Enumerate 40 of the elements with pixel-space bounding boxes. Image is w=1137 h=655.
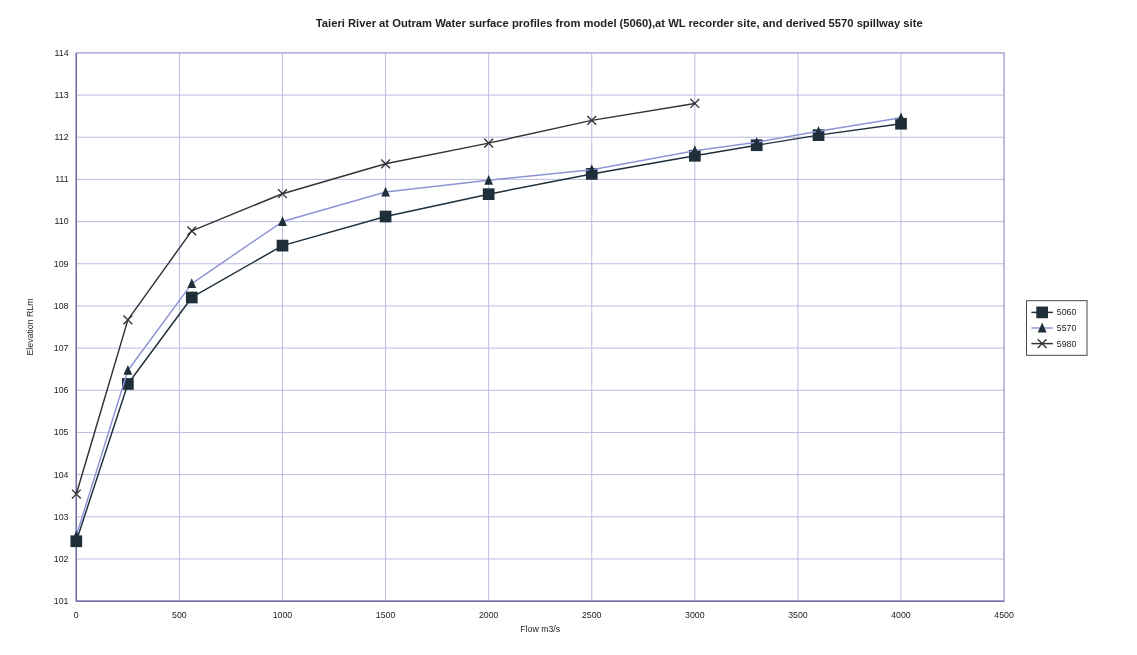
x-tick-label: 3000	[685, 609, 705, 620]
y-tick-label: 108	[53, 300, 69, 311]
y-tick-label: 103	[53, 511, 69, 522]
x-tick-label: 4000	[891, 609, 911, 620]
y-tick-label: 111	[55, 174, 69, 185]
x-tick-label: 1000	[272, 609, 293, 620]
x-tick-label: 2500	[581, 609, 602, 620]
x-tick-label: 2000	[478, 609, 499, 620]
y-tick-label: 106	[53, 385, 69, 396]
y-tick-label: 107	[53, 343, 69, 354]
legend-label: 5060	[1056, 307, 1077, 318]
legend-label: 5980	[1056, 338, 1077, 349]
y-tick-label: 105	[53, 427, 69, 438]
chart-title: Taieri River at Outram Water surface profiles from model (5060),at WL recorder site, and derived 5570 spillway site	[315, 17, 923, 30]
y-tick-label: 109	[53, 258, 69, 269]
point	[277, 188, 288, 199]
x-tick-label: 0	[73, 609, 79, 620]
x-axis-title: Flow m3/s	[520, 624, 561, 635]
x-tick-label: 3500	[788, 609, 808, 620]
legend-label: 5570	[1056, 322, 1077, 333]
point	[71, 488, 82, 500]
point	[483, 138, 494, 149]
y-tick-label: 113	[54, 89, 69, 100]
y-tick-label: 114	[54, 47, 69, 58]
y-tick-label: 102	[53, 553, 69, 564]
point	[689, 98, 700, 109]
point	[586, 115, 597, 126]
x-tick-label: 500	[172, 609, 187, 620]
y-tick-label: 101	[53, 596, 69, 607]
y-tick-label: 110	[54, 216, 69, 227]
y-axis-title: Elevation RLm	[25, 298, 36, 356]
point	[185, 291, 198, 304]
point	[482, 188, 495, 201]
y-tick-label: 104	[53, 469, 69, 480]
point	[380, 158, 391, 169]
x-tick-label: 1500	[375, 609, 396, 620]
x-tick-label: 4500	[994, 609, 1014, 620]
point	[122, 314, 133, 325]
point	[186, 225, 197, 236]
y-tick-label: 112	[54, 132, 69, 143]
